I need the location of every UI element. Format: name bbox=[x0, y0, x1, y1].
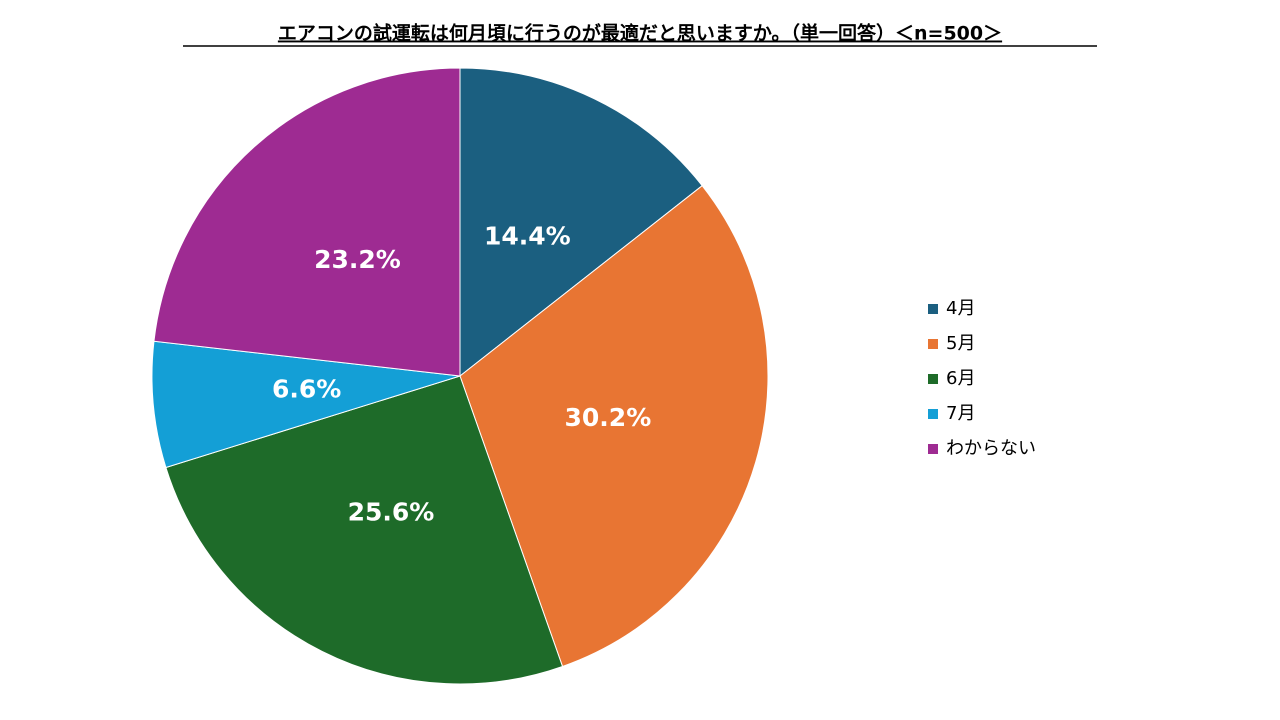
legend-label: 4月 bbox=[946, 298, 975, 319]
pie-slice bbox=[153, 67, 461, 377]
value-label: 30.2% bbox=[565, 403, 652, 432]
value-label: 23.2% bbox=[314, 245, 401, 274]
pie-slice bbox=[151, 340, 461, 469]
chart-title: エアコンの試運転は何月頃に行うのが最適だと思いますか。（単一回答）＜n=500＞ bbox=[278, 22, 1002, 45]
legend-label: 7月 bbox=[946, 403, 975, 424]
legend-swatch bbox=[928, 304, 938, 314]
value-label: 14.4% bbox=[484, 221, 571, 250]
legend-label: わからない bbox=[946, 438, 1036, 459]
value-label: 6.6% bbox=[272, 374, 341, 403]
pie-slice bbox=[165, 375, 564, 685]
legend-label: 5月 bbox=[946, 333, 975, 354]
legend-swatch bbox=[928, 444, 938, 454]
value-label: 25.6% bbox=[348, 498, 435, 527]
pie-slice bbox=[459, 67, 703, 378]
legend-swatch bbox=[928, 339, 938, 349]
pie-slice bbox=[459, 184, 769, 668]
legend-swatch bbox=[928, 374, 938, 384]
legend-swatch bbox=[928, 409, 938, 419]
legend-label: 6月 bbox=[946, 368, 975, 389]
